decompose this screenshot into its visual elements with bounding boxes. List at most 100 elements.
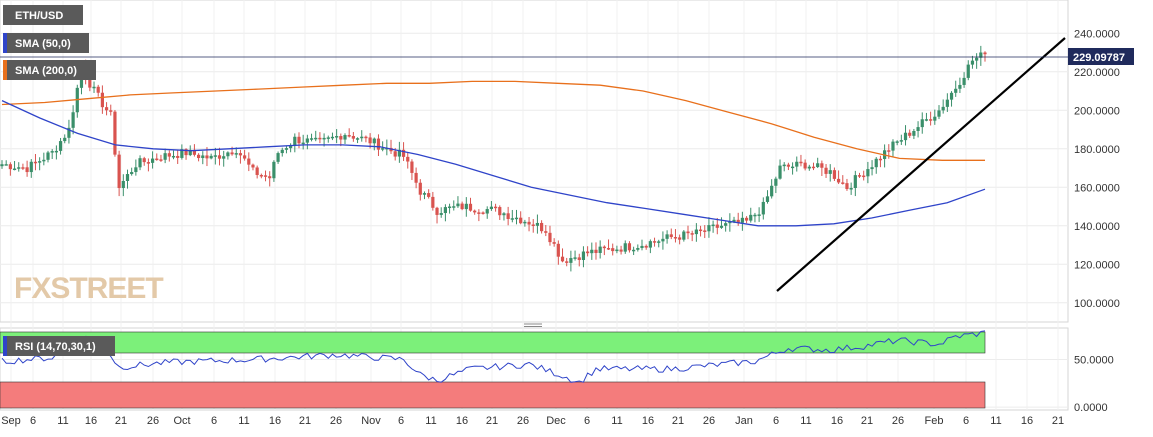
candle xyxy=(309,133,314,142)
candle xyxy=(410,159,414,181)
candle xyxy=(50,149,54,159)
candle xyxy=(975,53,979,69)
candle xyxy=(280,147,284,157)
time-tick-label: 26 xyxy=(892,415,904,427)
candle xyxy=(21,163,25,171)
candle xyxy=(326,135,330,143)
candle xyxy=(799,154,803,167)
candle xyxy=(719,217,724,229)
candle xyxy=(226,151,230,160)
candle xyxy=(347,128,351,138)
candle xyxy=(857,172,862,178)
sma50-line xyxy=(1,100,986,227)
candle xyxy=(778,159,782,180)
price-tick-label: 140.0000 xyxy=(1074,221,1120,233)
candle xyxy=(962,72,966,88)
time-tick-label: 6 xyxy=(398,415,404,427)
candle xyxy=(556,240,560,265)
candle xyxy=(849,182,853,195)
candle xyxy=(180,144,184,160)
candle xyxy=(150,151,155,169)
candle xyxy=(464,197,468,217)
candle xyxy=(686,225,690,240)
candle xyxy=(38,157,42,171)
candle xyxy=(924,112,929,122)
candle xyxy=(272,160,276,182)
candle xyxy=(711,220,715,233)
candle xyxy=(870,160,874,176)
candle xyxy=(703,225,707,239)
candle xyxy=(42,152,46,166)
last-price-label: 229.09787 xyxy=(1073,52,1125,64)
time-tick-label: 21 xyxy=(861,415,873,427)
candle xyxy=(142,156,146,166)
time-tick-label: 16 xyxy=(642,415,654,427)
rsi-tick-label: 50.0000 xyxy=(1074,354,1114,366)
candle xyxy=(498,205,502,220)
candle xyxy=(740,211,744,231)
legend-sma200-label: SMA (200,0) xyxy=(15,65,77,77)
time-tick-label: Feb xyxy=(925,415,944,427)
candle xyxy=(255,165,259,179)
candle xyxy=(581,246,586,268)
candle xyxy=(782,162,786,172)
time-tick-label: 26 xyxy=(703,415,715,427)
candle xyxy=(318,132,322,144)
candle xyxy=(623,240,627,254)
candle xyxy=(970,55,975,69)
candle xyxy=(443,204,447,222)
candle xyxy=(895,140,899,146)
candle xyxy=(816,157,820,169)
candle xyxy=(8,162,12,176)
candle xyxy=(117,150,121,197)
candle xyxy=(803,159,807,171)
candle xyxy=(979,45,983,66)
candle xyxy=(222,150,226,167)
candle xyxy=(67,119,71,144)
candle xyxy=(376,134,381,157)
candle xyxy=(364,135,368,143)
price-tick-label: 120.0000 xyxy=(1074,259,1120,271)
candle xyxy=(749,207,753,223)
candle xyxy=(138,155,142,171)
time-tick-label: 21 xyxy=(486,415,498,427)
candle xyxy=(25,160,29,177)
candle xyxy=(845,178,849,191)
candle xyxy=(176,150,180,164)
time-tick-label: 21 xyxy=(299,415,311,427)
candle xyxy=(565,257,569,267)
time-tick-label: 21 xyxy=(1052,415,1064,427)
candle xyxy=(790,162,795,175)
candle xyxy=(58,137,63,155)
time-tick-label: 6 xyxy=(963,415,969,427)
candle xyxy=(33,153,38,171)
candle xyxy=(259,173,263,179)
candle xyxy=(197,153,201,162)
candle xyxy=(477,209,481,222)
candle xyxy=(17,162,21,172)
candle xyxy=(489,201,494,211)
legend-symbol xyxy=(3,5,83,25)
time-tick-label: Dec xyxy=(546,415,566,427)
candle xyxy=(916,121,920,138)
candle xyxy=(586,246,590,257)
candle xyxy=(155,153,159,161)
panel-resize-handle[interactable] xyxy=(524,323,542,327)
candle xyxy=(146,158,151,172)
candle xyxy=(217,147,222,166)
candle xyxy=(414,167,418,189)
candle xyxy=(573,250,577,261)
candle xyxy=(966,60,970,81)
candle xyxy=(330,132,335,141)
candle xyxy=(535,214,540,234)
time-tick-label: 16 xyxy=(269,415,281,427)
time-tick-label: 6 xyxy=(773,415,779,427)
candle xyxy=(941,99,945,114)
candle xyxy=(460,201,464,211)
candle xyxy=(832,167,837,181)
candle xyxy=(824,164,828,178)
candle xyxy=(954,80,958,97)
candle xyxy=(853,170,857,197)
candle xyxy=(435,206,439,224)
